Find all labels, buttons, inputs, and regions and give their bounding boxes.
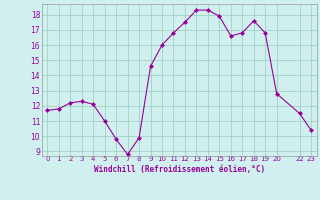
X-axis label: Windchill (Refroidissement éolien,°C): Windchill (Refroidissement éolien,°C) [94,165,265,174]
